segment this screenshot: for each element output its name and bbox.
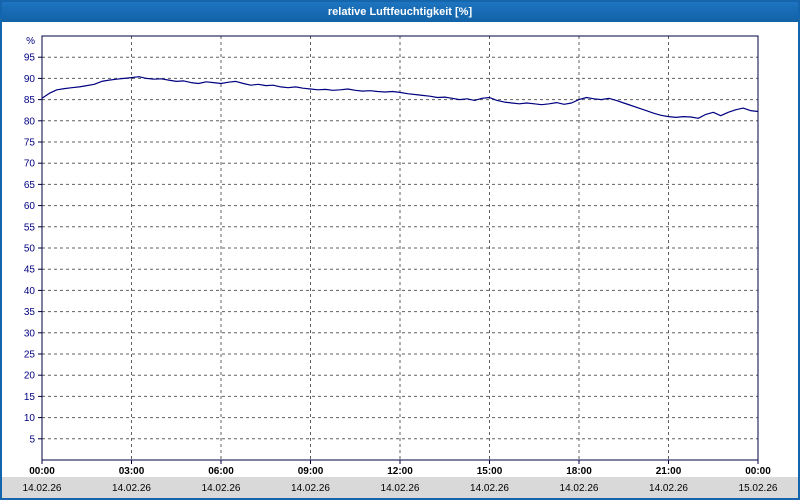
chart-canvas: 5 10 15 20 25 30 35 40 45 50 55 60 65 70 75 80 85 90 95% 00…: [2, 35, 798, 498]
y-axis-unit-label: %: [26, 36, 35, 47]
svg-text:03:00: 03:00: [119, 466, 145, 477]
svg-text:25: 25: [24, 350, 36, 361]
svg-text:30: 30: [24, 328, 36, 339]
svg-text:12:00: 12:00: [387, 466, 413, 477]
svg-text:35: 35: [24, 307, 36, 318]
svg-text:60: 60: [24, 201, 36, 212]
svg-text:09:00: 09:00: [298, 466, 324, 477]
svg-text:40: 40: [24, 286, 36, 297]
svg-text:20: 20: [24, 371, 36, 382]
svg-text:10: 10: [24, 413, 36, 424]
svg-text:14.02.26: 14.02.26: [649, 483, 688, 494]
footer-band: [2, 477, 798, 498]
chart-area: 5 10 15 20 25 30 35 40 45 50 55 60 65 70 75 80 85 90 95% 00…: [2, 22, 798, 498]
y-axis-labels: 5 10 15 20 25 30 35 40 45 50 55 60 65 70 75 80 85 90 95: [24, 53, 42, 445]
svg-text:14.02.26: 14.02.26: [23, 483, 62, 494]
svg-text:15.02.26: 15.02.26: [739, 483, 778, 494]
svg-text:14.02.26: 14.02.26: [291, 483, 330, 494]
title-bar: relative Luftfeuchtigkeit [%]: [2, 2, 798, 22]
svg-text:15: 15: [24, 392, 36, 403]
series-line: [41, 76, 759, 119]
svg-text:14.02.26: 14.02.26: [112, 483, 151, 494]
svg-text:95: 95: [24, 53, 36, 64]
svg-text:14.02.26: 14.02.26: [560, 483, 599, 494]
svg-text:65: 65: [24, 180, 36, 191]
svg-text:50: 50: [24, 244, 36, 255]
svg-text:00:00: 00:00: [29, 466, 55, 477]
svg-text:5: 5: [29, 434, 35, 445]
svg-text:55: 55: [24, 222, 36, 233]
svg-text:70: 70: [24, 159, 36, 170]
svg-text:00:00: 00:00: [745, 466, 771, 477]
svg-text:90: 90: [24, 74, 36, 85]
svg-text:14.02.26: 14.02.26: [381, 483, 420, 494]
svg-text:80: 80: [24, 116, 36, 127]
gridlines: [42, 36, 758, 460]
svg-text:14.02.26: 14.02.26: [470, 483, 509, 494]
svg-text:14.02.26: 14.02.26: [202, 483, 241, 494]
svg-text:06:00: 06:00: [208, 466, 234, 477]
x-axis-labels: 00:00 14.02.26 03:00 14.02.26 06:00 14.02.26 0…: [23, 460, 778, 494]
svg-text:21:00: 21:00: [656, 466, 682, 477]
svg-text:15:00: 15:00: [477, 466, 503, 477]
svg-text:85: 85: [24, 95, 36, 106]
svg-text:75: 75: [24, 138, 36, 149]
svg-text:18:00: 18:00: [566, 466, 592, 477]
window-title: relative Luftfeuchtigkeit [%]: [327, 6, 473, 18]
svg-text:45: 45: [24, 265, 36, 276]
